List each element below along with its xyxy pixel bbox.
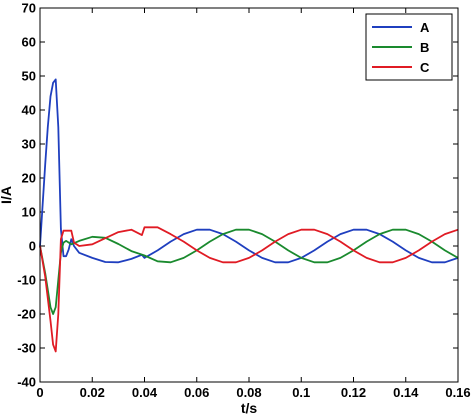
series-layer [39, 78, 459, 353]
y-tick-label: 10 [22, 205, 36, 220]
y-tick-label: -10 [17, 273, 36, 288]
y-tick-label: -30 [17, 341, 36, 356]
plot-frame [39, 7, 459, 383]
series-line-a [39, 78, 459, 264]
y-tick-label: -20 [17, 307, 36, 322]
x-tick-label: 0.14 [393, 385, 419, 400]
legend: ABC [365, 13, 453, 81]
y-tick-label: 20 [22, 171, 36, 186]
x-tick-label: 0.06 [184, 385, 209, 400]
series-line-c [39, 226, 459, 353]
y-tick-label: 70 [22, 1, 36, 16]
legend-label-b: B [420, 40, 429, 55]
y-tick-label: -40 [17, 375, 36, 390]
y-axis-ticks: 70 60 50 40 30 20 10 0 -10 -20 -30 -40 [17, 1, 458, 390]
y-axis-title: I/A [0, 186, 14, 204]
x-tick-label: 0.16 [445, 385, 470, 400]
x-tick-label: 0.12 [341, 385, 366, 400]
x-axis-title: t/s [241, 400, 258, 416]
x-tick-label: 0.02 [80, 385, 105, 400]
x-tick-label: 0.1 [292, 385, 310, 400]
x-axis-ticks: 0 0.02 0.04 0.06 0.08 0.1 0.12 0.14 0.16 [36, 8, 471, 400]
x-tick-label: 0 [36, 385, 43, 400]
y-tick-label: 30 [22, 137, 36, 152]
y-tick-label: 60 [22, 35, 36, 50]
y-tick-label: 50 [22, 69, 36, 84]
x-tick-label: 0.08 [236, 385, 261, 400]
series-line-b [39, 228, 459, 315]
y-tick-label: 0 [29, 239, 36, 254]
y-tick-label: 40 [22, 103, 36, 118]
x-tick-label: 0.04 [132, 385, 158, 400]
legend-label-a: A [420, 20, 430, 35]
legend-label-c: C [420, 60, 430, 75]
